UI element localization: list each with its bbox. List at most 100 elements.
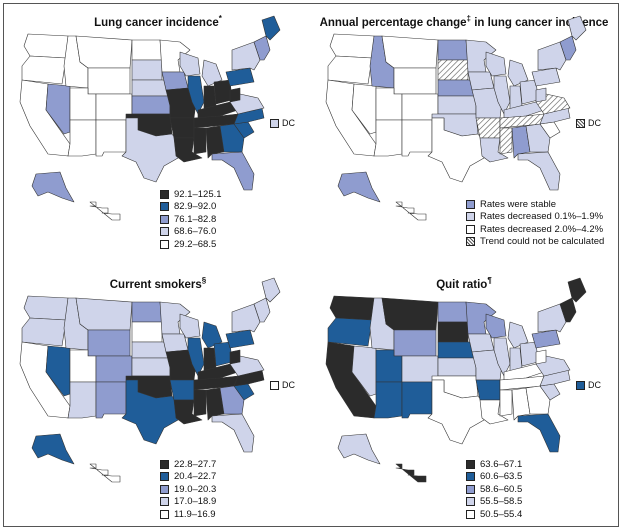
legend-label: 58.6–60.5 bbox=[480, 483, 523, 495]
panel-current-smokers: Current smokers§ DC 22.8–27.7 20.4–22.7 19… bbox=[8, 268, 308, 526]
state-hi bbox=[395, 201, 427, 221]
state-wy bbox=[87, 329, 131, 357]
dc-indicator: DC bbox=[576, 380, 601, 390]
state-sd bbox=[437, 321, 469, 343]
state-mt bbox=[381, 297, 439, 331]
legend-swatch bbox=[160, 202, 169, 212]
state-ak bbox=[337, 433, 381, 465]
legend-item: 82.9–92.0 bbox=[160, 201, 222, 214]
us-choropleth-map bbox=[19, 15, 281, 221]
legend-swatch bbox=[466, 509, 475, 519]
legend-item: Rates decreased 0.1%–1.9% bbox=[466, 211, 604, 224]
legend-swatch bbox=[466, 472, 475, 482]
legend-label: Rates decreased 0.1%–1.9% bbox=[480, 211, 604, 223]
legend-item: 17.0–18.9 bbox=[160, 496, 216, 509]
dc-indicator: DC bbox=[270, 380, 295, 390]
panel-annual-percentage-change: Annual percentage change‡ in lung cancer… bbox=[314, 6, 614, 264]
legend-swatch bbox=[160, 484, 169, 494]
state-ms bbox=[193, 127, 207, 155]
state-wy bbox=[393, 67, 437, 95]
state-nm bbox=[95, 119, 127, 157]
state-or bbox=[21, 317, 67, 347]
state-or bbox=[327, 317, 373, 347]
state-me bbox=[567, 15, 587, 41]
state-ar bbox=[169, 117, 195, 139]
state-wv bbox=[229, 87, 241, 103]
state-ks bbox=[437, 95, 477, 115]
panel-title: Lung cancer incidence* bbox=[94, 14, 222, 29]
state-ak bbox=[337, 171, 381, 203]
legend-label: 50.5–55.4 bbox=[480, 508, 523, 520]
legend-item: 50.5–55.4 bbox=[466, 508, 522, 521]
state-ks bbox=[131, 95, 171, 115]
legend-label: 11.9–16.9 bbox=[174, 508, 216, 520]
legend-label: 92.1–125.1 bbox=[174, 188, 222, 200]
state-mt bbox=[381, 35, 439, 69]
legend-label: 20.4–22.7 bbox=[174, 471, 217, 483]
state-wv bbox=[535, 349, 547, 365]
dc-indicator: DC bbox=[576, 118, 601, 128]
legend-item: 58.6–60.5 bbox=[466, 483, 522, 496]
panel-quit-ratio: Quit ratio¶ DC 63.6–67.1 60.6–63.5 58.6–60… bbox=[314, 268, 614, 526]
state-ne bbox=[437, 79, 475, 97]
legend-swatch bbox=[160, 459, 169, 469]
state-ar bbox=[475, 379, 501, 401]
state-hi bbox=[395, 463, 427, 483]
state-wa bbox=[329, 33, 375, 59]
state-wy bbox=[87, 67, 131, 95]
map-legend: 92.1–125.1 82.9–92.0 76.1–82.8 68.6–76.0 29.… bbox=[160, 188, 222, 251]
legend-item: Rates decreased 2.0%–4.2% bbox=[466, 223, 604, 236]
legend-swatch bbox=[160, 227, 169, 237]
us-choropleth-map bbox=[19, 277, 281, 483]
legend-swatch bbox=[466, 237, 475, 247]
legend-label: 76.1–82.8 bbox=[174, 213, 217, 225]
state-pa bbox=[225, 329, 255, 349]
state-ne-us bbox=[559, 297, 577, 323]
figure-frame: Lung cancer incidence* DC 92.1–125.1 82.9… bbox=[3, 3, 619, 527]
legend-item: 20.4–22.7 bbox=[160, 471, 216, 484]
state-nd bbox=[437, 39, 469, 61]
state-al bbox=[511, 387, 531, 421]
legend-item: 19.0–20.3 bbox=[160, 483, 216, 496]
legend-item: 92.1–125.1 bbox=[160, 188, 222, 201]
state-ne bbox=[131, 341, 169, 359]
legend-swatch bbox=[466, 497, 475, 507]
state-or bbox=[21, 55, 67, 85]
state-wi bbox=[485, 51, 507, 77]
legend-item: 68.6–76.0 bbox=[160, 226, 222, 239]
state-wi bbox=[179, 51, 201, 77]
legend-swatch bbox=[160, 239, 169, 249]
state-ms bbox=[499, 127, 513, 155]
state-pa bbox=[531, 329, 561, 349]
legend-label: 22.8–27.7 bbox=[174, 458, 217, 470]
legend-swatch bbox=[160, 189, 169, 199]
legend-label: 60.6–63.5 bbox=[480, 471, 523, 483]
state-ak bbox=[31, 433, 75, 465]
state-tx bbox=[121, 117, 179, 183]
state-ms bbox=[193, 389, 207, 417]
state-nm bbox=[401, 381, 433, 419]
state-ne-us bbox=[559, 35, 577, 61]
state-sd bbox=[437, 59, 469, 81]
legend-label: 29.2–68.5 bbox=[174, 238, 217, 250]
legend-item: 29.2–68.5 bbox=[160, 238, 222, 251]
state-tx bbox=[121, 379, 179, 445]
state-al bbox=[511, 125, 531, 159]
legend-label: 19.0–20.3 bbox=[174, 483, 217, 495]
legend-swatch bbox=[160, 214, 169, 224]
dc-indicator: DC bbox=[270, 118, 295, 128]
legend-item: 60.6–63.5 bbox=[466, 471, 522, 484]
state-sd bbox=[131, 59, 163, 81]
state-hi bbox=[89, 201, 121, 221]
state-ne-us bbox=[253, 35, 271, 61]
state-me bbox=[261, 15, 281, 41]
state-wi bbox=[485, 313, 507, 339]
state-mt bbox=[75, 35, 133, 69]
state-al bbox=[205, 125, 225, 159]
map-legend: 22.8–27.7 20.4–22.7 19.0–20.3 17.0–18.9 11.9… bbox=[160, 458, 216, 521]
state-nd bbox=[131, 301, 163, 323]
state-ne bbox=[437, 341, 475, 359]
dc-swatch bbox=[270, 380, 279, 390]
state-ks bbox=[131, 357, 171, 377]
panel-lung-cancer-incidence: Lung cancer incidence* DC 92.1–125.1 82.9… bbox=[8, 6, 308, 264]
